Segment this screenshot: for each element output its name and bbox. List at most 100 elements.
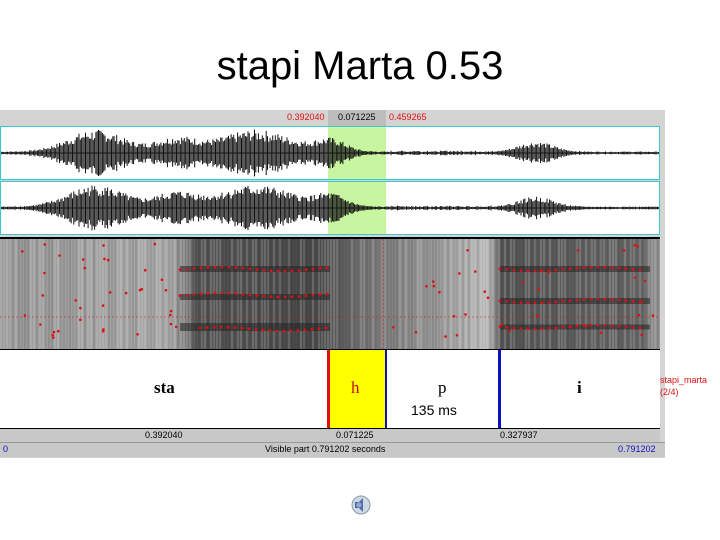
spectrogram-stripe (402, 239, 404, 349)
spectrogram-stripe (177, 239, 179, 349)
spectrogram-stripe (597, 239, 599, 349)
spectrogram-stripe (111, 239, 113, 349)
formant-dot (283, 330, 286, 333)
formant-dot (597, 324, 600, 327)
formant-band (500, 266, 650, 272)
formant-dot (214, 292, 217, 295)
spectrogram-stripe (405, 239, 407, 349)
spectrogram-stripe (432, 239, 434, 349)
formant-dot (256, 294, 259, 297)
formant-dot (200, 266, 203, 269)
formant-dot (319, 293, 322, 296)
formant-dot (39, 323, 42, 326)
speaker-icon[interactable] (350, 492, 372, 516)
formant-dot (618, 267, 621, 270)
spectrogram-stripe (30, 239, 32, 349)
spectrogram-stripe (369, 239, 371, 349)
formant-dot (456, 334, 459, 337)
visible-part-bar[interactable]: 0 Visible part 0.791202 seconds 0.791202 (0, 442, 665, 457)
spectrogram-stripe (6, 239, 8, 349)
spectrogram-stripe (657, 239, 659, 349)
formant-dot (536, 314, 539, 317)
spectrogram-stripe (147, 239, 149, 349)
spectrogram[interactable] (0, 237, 660, 351)
spectrogram-stripe (156, 239, 158, 349)
spectrogram-stripe (534, 239, 536, 349)
spectrogram-stripe (582, 239, 584, 349)
formant-dot (537, 288, 540, 291)
formant-dot (569, 326, 572, 329)
spectrogram-stripe (618, 239, 620, 349)
spectrogram-stripe (627, 239, 629, 349)
formant-dot (534, 328, 537, 331)
spectrogram-stripe (366, 239, 368, 349)
praat-editor-window: 0.392040 0.071225 0.459265 (0, 110, 665, 458)
spectrogram-stripe (639, 239, 641, 349)
spectrogram-stripe (522, 239, 524, 349)
formant-dot (290, 329, 293, 332)
spectrogram-stripe (489, 239, 491, 349)
spectrogram-stripe (609, 239, 611, 349)
waveform-channel-1[interactable] (0, 126, 660, 180)
segment-sta[interactable]: sta (0, 350, 327, 428)
spectrogram-stripe (81, 239, 83, 349)
spectrogram-stripe (114, 239, 116, 349)
formant-dot (590, 266, 593, 269)
formant-dot (53, 331, 56, 334)
formant-dot (509, 329, 512, 332)
spectrogram-stripe (477, 239, 479, 349)
segment-h[interactable]: h (330, 350, 385, 428)
formant-dot (43, 272, 46, 275)
formant-dot (84, 267, 87, 270)
selection-duration: 0.071225 (338, 112, 376, 122)
formant-dot (555, 327, 558, 330)
formant-dot (42, 294, 45, 297)
spectrogram-stripe (411, 239, 413, 349)
slide-title: stapi Marta 0.53 (0, 44, 720, 89)
formant-dot (170, 310, 173, 313)
formant-dot (547, 271, 550, 274)
formant-dot (263, 269, 266, 272)
spectrogram-stripe (153, 239, 155, 349)
spectrogram-stripe (486, 239, 488, 349)
spectrogram-stripe (528, 239, 530, 349)
spectrogram-stripe (531, 239, 533, 349)
spectrogram-stripe (333, 239, 335, 349)
spectrogram-stripe (27, 239, 29, 349)
formant-dot (228, 292, 231, 295)
formant-dot (291, 295, 294, 298)
spectrogram-stripe (645, 239, 647, 349)
segment-p[interactable]: p 135 ms (387, 350, 498, 428)
spectrogram-stripe (408, 239, 410, 349)
spectrogram-stripe (78, 239, 80, 349)
formant-dot (569, 299, 572, 302)
formant-dot (534, 270, 537, 273)
formant-dot (179, 294, 182, 297)
spectrogram-stripe (129, 239, 131, 349)
spectrogram-stripe (549, 239, 551, 349)
spectrogram-stripe (21, 239, 23, 349)
spectrogram-stripe (396, 239, 398, 349)
formant-dot (636, 245, 639, 248)
spectrogram-stripe (48, 239, 50, 349)
spectrogram-stripe (603, 239, 605, 349)
spectrogram-stripe (513, 239, 515, 349)
spectrogram-stripe (474, 239, 476, 349)
segment-duration-bar[interactable]: 0.392040 0.071225 0.327937 (0, 429, 660, 442)
spectrogram-stripe (495, 239, 497, 349)
spectrogram-stripe (570, 239, 572, 349)
textgrid-tier[interactable]: sta h p 135 ms i (0, 349, 660, 429)
segment-i[interactable]: i (501, 350, 660, 428)
spectrogram-stripe (165, 239, 167, 349)
formant-band (180, 266, 330, 272)
spectrogram-stripe (633, 239, 635, 349)
spectrogram-stripe (33, 239, 35, 349)
formant-dot (270, 295, 273, 298)
formant-band (500, 298, 650, 304)
formant-dot (269, 329, 272, 332)
waveform-channel-2[interactable] (0, 181, 660, 235)
formant-dot (186, 294, 189, 297)
formant-dot (548, 327, 551, 330)
formant-dot (611, 298, 614, 301)
spectrogram-stripe (174, 239, 176, 349)
